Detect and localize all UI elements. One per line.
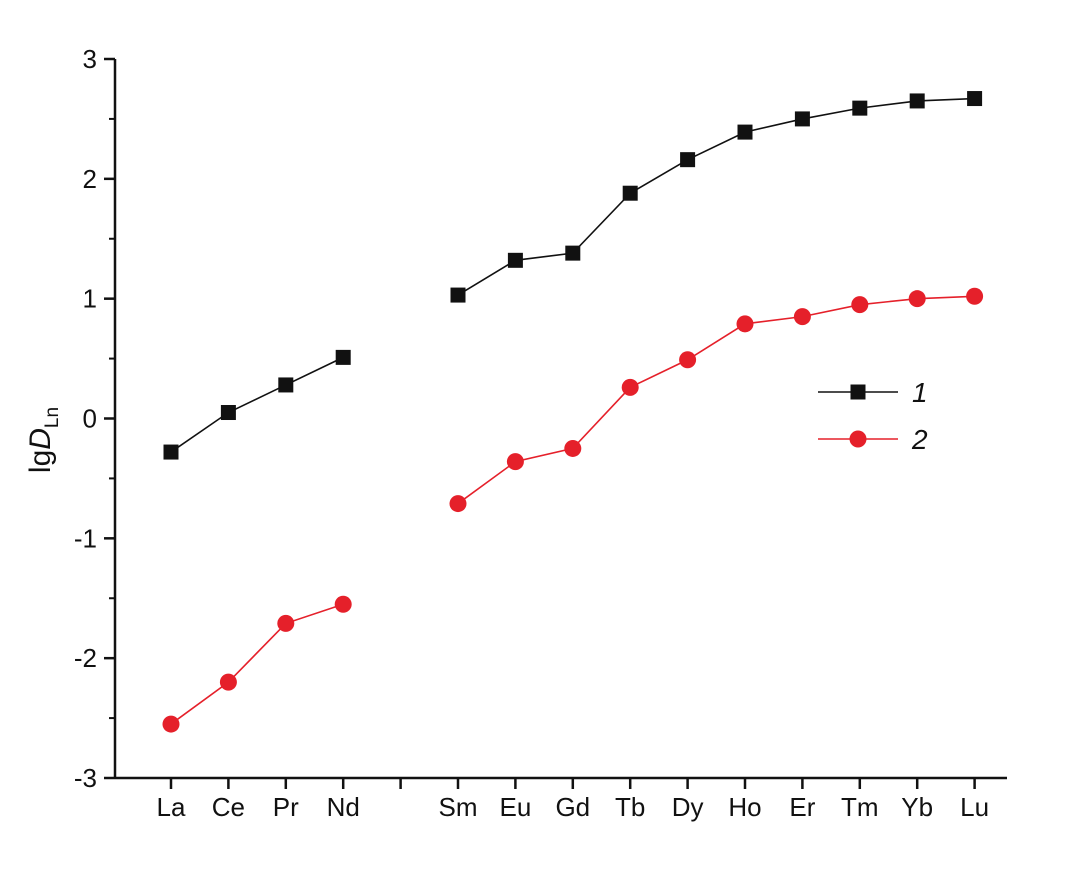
x-tick-label: Tm [841,792,879,822]
y-tick-label: -1 [74,523,97,553]
data-point [851,296,869,314]
y-axis-label: lgDLn [24,407,63,473]
data-point [277,614,295,632]
y-axis-label-subscript: Ln [42,407,63,428]
data-point [507,252,523,268]
data-point [220,405,236,421]
data-point [621,378,639,396]
data-point [736,315,754,333]
data-point [794,111,810,127]
x-tick-label: Yb [901,792,933,822]
x-tick-label: Pr [273,792,299,822]
series-line [457,97,975,296]
series-line [457,295,975,505]
data-point [966,287,984,305]
x-tick-label: Dy [672,792,704,822]
series-1 [163,91,983,460]
x-tick-label: Ho [728,792,761,822]
x-tick-label: Nd [327,792,360,822]
data-point [737,124,753,140]
data-point [334,595,352,613]
x-tick-label: Er [789,792,815,822]
x-tick-label: Ce [212,792,245,822]
x-tick-label: Gd [555,792,590,822]
data-point [908,290,926,308]
data-point [967,91,983,107]
data-point [564,439,582,457]
y-tick-label: -3 [74,763,97,793]
data-point [219,673,237,691]
legend-label: 2 [911,424,928,455]
data-point [162,715,180,733]
x-tick-label: Tb [615,792,645,822]
y-tick-label: 1 [83,284,97,314]
data-point [163,444,179,460]
legend-marker [849,430,867,448]
y-axis-label-italic: D [24,428,57,450]
data-point [852,100,868,116]
x-tick-label: Sm [439,792,478,822]
data-point [679,351,697,369]
data-point [335,349,351,365]
data-point [622,185,638,201]
series-2 [162,287,984,733]
y-tick-label: -2 [74,643,97,673]
data-point [680,152,696,168]
legend: 12 [818,377,928,455]
y-axis-label-main: lg [24,450,57,473]
x-tick-label: La [157,792,186,822]
data-point [909,93,925,109]
data-point [278,377,294,393]
x-tick-label: Eu [499,792,531,822]
series-line [170,356,344,453]
x-tick-label: Lu [960,792,989,822]
data-point [565,245,581,261]
data-point [506,453,524,471]
series-line [170,603,344,725]
y-tick-label: 0 [83,404,97,434]
legend-label: 1 [912,377,928,408]
data-point [793,308,811,326]
series-layer [162,91,984,733]
legend-item: 1 [818,377,928,408]
legend-item: 2 [818,424,928,455]
y-tick-label: 2 [83,164,97,194]
legend-marker [850,384,866,400]
data-point [450,287,466,303]
data-point [449,495,467,513]
y-tick-label: 3 [83,44,97,74]
